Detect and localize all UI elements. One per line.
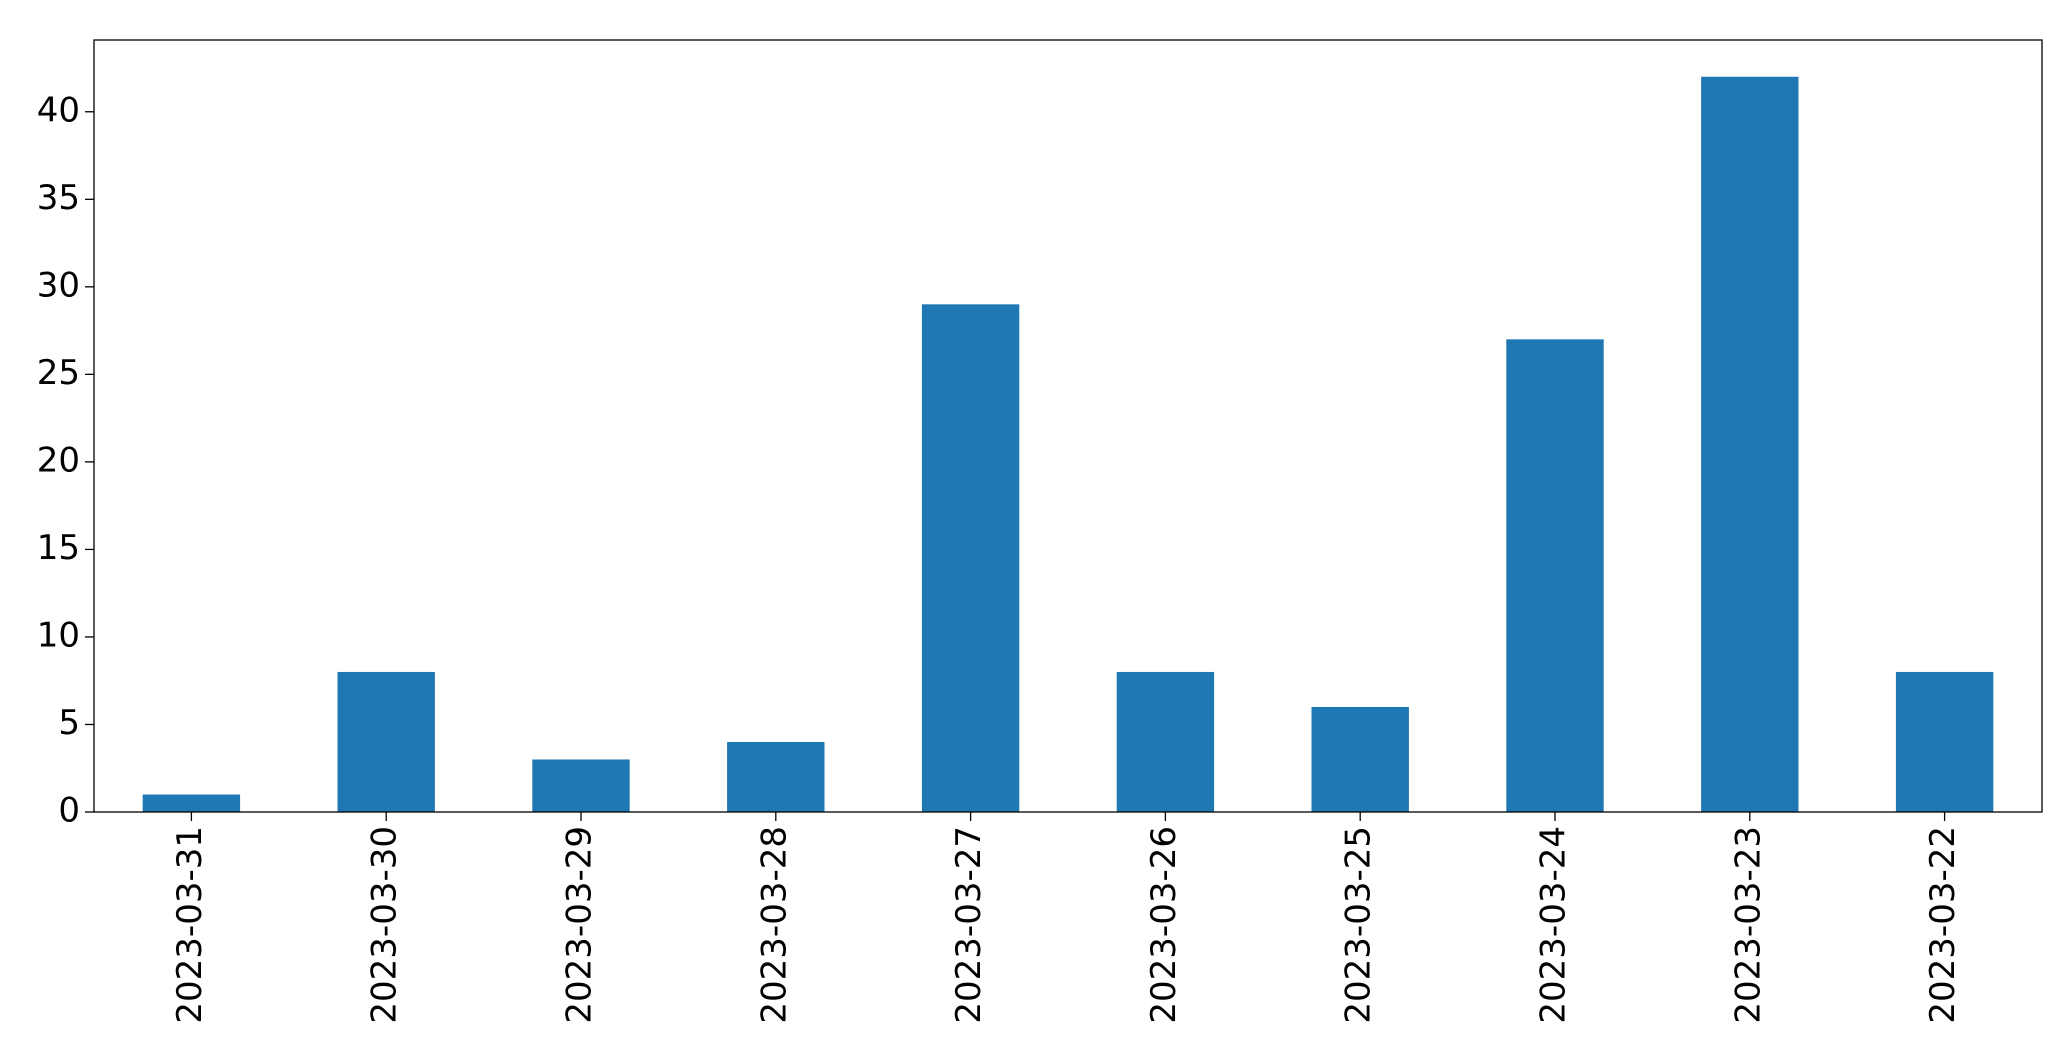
y-tick-label: 30 [37,265,80,305]
x-tick-label: 2023-03-30 [365,826,405,1024]
x-tick-label: 2023-03-23 [1728,826,1768,1024]
x-tick-label: 2023-03-27 [949,826,989,1024]
bar [921,304,1020,812]
bar [1506,339,1604,812]
y-tick-label: 10 [37,615,80,655]
x-tick-label: 2023-03-26 [1144,826,1184,1024]
x-tick-label: 2023-03-29 [560,826,600,1024]
y-tick-label: 20 [37,440,80,480]
x-tick-label: 2023-03-24 [1534,826,1574,1024]
bar [337,671,435,812]
plot-frame [93,39,2043,813]
y-tick-label: 40 [37,90,80,130]
bar [1895,671,1994,812]
y-tick-label: 0 [58,791,80,831]
bar [1701,76,1799,812]
bar [142,794,241,812]
x-tick-label: 2023-03-22 [1923,826,1963,1024]
y-tick-label: 15 [37,528,80,568]
x-tick-label: 2023-03-25 [1339,826,1379,1024]
x-tick-label: 2023-03-31 [170,826,210,1024]
bar [532,759,630,812]
x-tick-label: 2023-03-28 [754,826,794,1024]
bar [1311,706,1409,812]
y-tick-label: 5 [58,703,80,743]
bar [1116,671,1215,812]
y-tick-label: 25 [37,353,80,393]
bar [727,741,825,812]
y-tick-label: 35 [37,178,80,218]
